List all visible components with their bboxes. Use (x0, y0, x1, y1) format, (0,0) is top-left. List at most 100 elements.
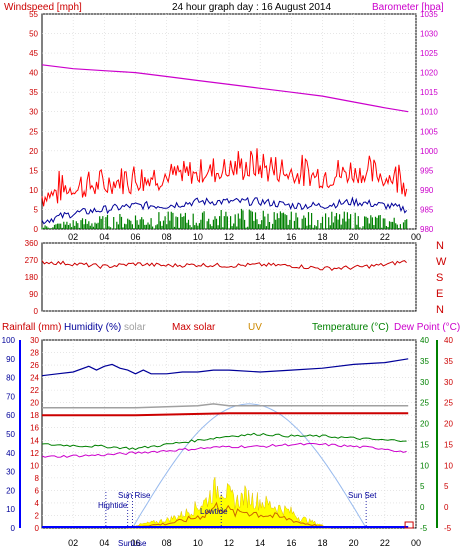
weather-xtick-label: 10 (193, 538, 203, 548)
wind-ytick-label: 50 (29, 30, 38, 39)
max-solar-curve (131, 403, 367, 529)
rainfall-ytick-label: 18 (30, 411, 39, 420)
rainfall-ytick-label: 4 (35, 499, 40, 508)
legend-solar: solar (124, 322, 146, 333)
dir-label-w: W (436, 256, 447, 268)
barometer-ytick-label: 1015 (420, 88, 438, 97)
humidity-ytick-label: 20 (6, 486, 15, 495)
legend-rainfall: Rainfall (mm) (2, 322, 61, 333)
wind-xtick-label: 14 (255, 232, 265, 242)
humidity-ytick-label: 10 (6, 505, 15, 514)
weather-xtick-label: 08 (162, 538, 172, 548)
weather-xtick-label: 00 (411, 538, 421, 548)
humidity-series-line (41, 358, 409, 377)
wind-ytick-label: 20 (29, 147, 38, 156)
wind-ytick-label: 55 (29, 10, 38, 19)
humidity-ytick-label: 40 (6, 449, 15, 458)
dewpoint-ytick-label: 25 (444, 399, 453, 408)
rainfall-ytick-label: 24 (30, 374, 39, 383)
barometer-ytick-label: 995 (420, 166, 434, 175)
wind-ytick-label: 0 (34, 225, 39, 234)
barometer-ytick-label: 985 (420, 205, 434, 214)
wind-xtick-label: 22 (380, 232, 390, 242)
wind-ytick-label: 5 (34, 205, 39, 214)
annotation-hightide: Hightide (98, 501, 128, 510)
wind-xtick-label: 06 (130, 232, 140, 242)
legend-temperature: Temperature (°C) (312, 322, 389, 333)
barometer-ytick-label: 1010 (420, 108, 438, 117)
weather-xtick-label: 16 (286, 538, 296, 548)
rainfall-ytick-label: 28 (30, 349, 39, 358)
rainfall-ytick-label: 26 (30, 361, 39, 370)
dewpoint-ytick-label: 0 (444, 503, 449, 512)
legend-max-solar: Max solar (172, 322, 216, 333)
barometer-ytick-label: 990 (420, 186, 434, 195)
rainfall-ytick-label: 14 (30, 436, 39, 445)
temperature-ytick-label: 35 (420, 357, 429, 366)
wind-xtick-label: 20 (349, 232, 359, 242)
humidity-ytick-label: 80 (6, 374, 15, 383)
barometer-ytick-label: 1025 (420, 49, 438, 58)
windspeed-series-line (41, 148, 408, 207)
annotation-sunset: Sun Set (348, 491, 377, 500)
max-solar-series-line (42, 412, 409, 417)
humidity-ytick-label: 0 (11, 524, 16, 533)
dew-point-series-line (41, 442, 407, 458)
weather-xtick-label: 14 (255, 538, 265, 548)
direction-ytick-label: 270 (25, 256, 39, 265)
direction-ytick-label: 360 (25, 239, 39, 248)
dir-label-s: S (436, 272, 443, 284)
wind-xtick-label: 00 (411, 232, 421, 242)
barometer-ytick-label: 1035 (420, 10, 438, 19)
uv-index-line (127, 501, 329, 529)
dewpoint-ytick-label: 35 (444, 357, 453, 366)
wind-xtick-label: 18 (317, 232, 327, 242)
rainfall-ytick-label: 0 (35, 524, 40, 533)
wind-average-series-line (41, 196, 408, 225)
dewpoint-ytick-label: 10 (444, 461, 453, 470)
wind-ytick-label: 40 (29, 69, 38, 78)
humidity-ytick-label: 60 (6, 411, 15, 420)
weather-xtick-label: 12 (224, 538, 234, 548)
humidity-ytick-label: 50 (6, 430, 15, 439)
temperature-ytick-label: -5 (420, 524, 428, 533)
temperature-ytick-label: 0 (420, 503, 425, 512)
weather-xtick-label: 04 (99, 538, 109, 548)
barometer-ytick-label: 1030 (420, 30, 438, 39)
humidity-ytick-label: 70 (6, 392, 15, 401)
rainfall-ytick-label: 20 (30, 399, 39, 408)
legend-uv: UV (248, 322, 262, 333)
weather-xtick-label: 02 (68, 538, 78, 548)
barometer-ytick-label: 1005 (420, 127, 438, 136)
dir-label-n-top: N (436, 240, 444, 252)
humidity-ytick-label: 90 (6, 355, 15, 364)
rainfall-ytick-label: 16 (30, 424, 39, 433)
barometer-ytick-label: 1020 (420, 69, 438, 78)
temperature-ytick-label: 25 (420, 399, 429, 408)
windspeed-axis-label: Windspeed [mph] (4, 2, 82, 13)
wind-xtick-label: 16 (286, 232, 296, 242)
rainfall-marker (404, 521, 414, 529)
wind-ytick-label: 45 (29, 49, 38, 58)
annotation-lowtide: Lowtide (200, 507, 228, 516)
direction-ytick-label: 90 (29, 290, 38, 299)
wind-panel-frame (41, 13, 417, 230)
temperature-series-line (41, 432, 407, 451)
temperature-ytick-label: 15 (420, 440, 429, 449)
dewpoint-ytick-label: 40 (444, 336, 453, 345)
dir-label-e: E (436, 288, 443, 300)
wind-xtick-label: 04 (99, 232, 109, 242)
temperature-ytick-label: 40 (420, 336, 429, 345)
weather-xtick-label: 22 (380, 538, 390, 548)
solar-series-line (42, 403, 409, 409)
dewpoint-ytick-label: 30 (444, 378, 453, 387)
rainfall-ytick-label: 30 (30, 336, 39, 345)
direction-ytick-label: 180 (25, 273, 39, 282)
legend-humidity: Humidity (%) (64, 322, 121, 333)
barometer-series-line (41, 64, 409, 113)
legend-dew-point: Dew Point (°C) (394, 322, 460, 333)
rainfall-ytick-label: 8 (35, 474, 40, 483)
temperature-ytick-label: 5 (420, 482, 425, 491)
humidity-ytick-label: 100 (2, 336, 16, 345)
